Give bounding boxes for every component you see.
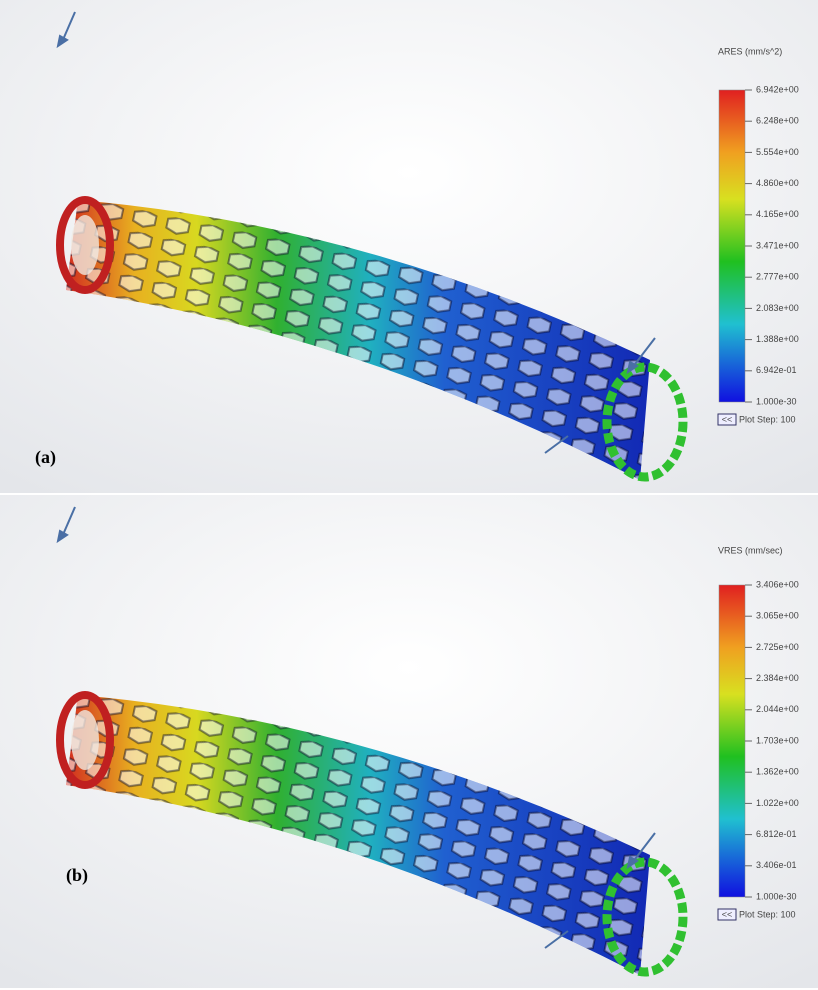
- tick-label: 6.942e+00: [756, 84, 799, 94]
- panel: VRES (mm/sec) 3.406e+00 3.065e+00 2.725e+00…: [0, 495, 818, 988]
- panel: ARES (mm/s^2) 6.942e+00 6.248e+00 5.554e+00…: [0, 0, 818, 493]
- tick-label: 1.362e+00: [756, 767, 799, 777]
- tick-label: 5.554e+00: [756, 147, 799, 157]
- tick-label: 3.471e+00: [756, 240, 799, 250]
- color-bar: [719, 90, 745, 402]
- plot-step-button-label[interactable]: <<: [722, 414, 733, 424]
- tick-label: 2.384e+00: [756, 673, 799, 683]
- panel-label: (a): [35, 447, 56, 468]
- tick-label: 6.248e+00: [756, 116, 799, 126]
- plot-step-button-label[interactable]: <<: [722, 909, 733, 919]
- tick-label: 2.777e+00: [756, 272, 799, 282]
- tick-label: 3.406e+00: [756, 579, 799, 589]
- plot-step: Plot Step: 100: [739, 909, 796, 919]
- tick-label: 1.388e+00: [756, 334, 799, 344]
- panel-label: (b): [66, 865, 88, 886]
- tick-label: 4.165e+00: [756, 209, 799, 219]
- tick-label: 1.703e+00: [756, 735, 799, 745]
- legend-title: VRES (mm/sec): [718, 545, 783, 555]
- tick-label: 2.044e+00: [756, 704, 799, 714]
- tick-label: 1.000e-30: [756, 396, 797, 406]
- tick-label: 1.000e-30: [756, 891, 797, 901]
- color-bar: [719, 585, 745, 897]
- tick-label: 1.022e+00: [756, 798, 799, 808]
- figure: ARES (mm/s^2) 6.942e+00 6.248e+00 5.554e+00…: [0, 0, 818, 990]
- plot-step: Plot Step: 100: [739, 414, 796, 424]
- tick-label: 2.725e+00: [756, 642, 799, 652]
- tick-label: 6.942e-01: [756, 365, 797, 375]
- tick-label: 3.406e-01: [756, 860, 797, 870]
- legend-title: ARES (mm/s^2): [718, 46, 782, 56]
- tick-label: 3.065e+00: [756, 611, 799, 621]
- tick-label: 2.083e+00: [756, 303, 799, 313]
- tick-label: 4.860e+00: [756, 178, 799, 188]
- tick-label: 6.812e-01: [756, 829, 797, 839]
